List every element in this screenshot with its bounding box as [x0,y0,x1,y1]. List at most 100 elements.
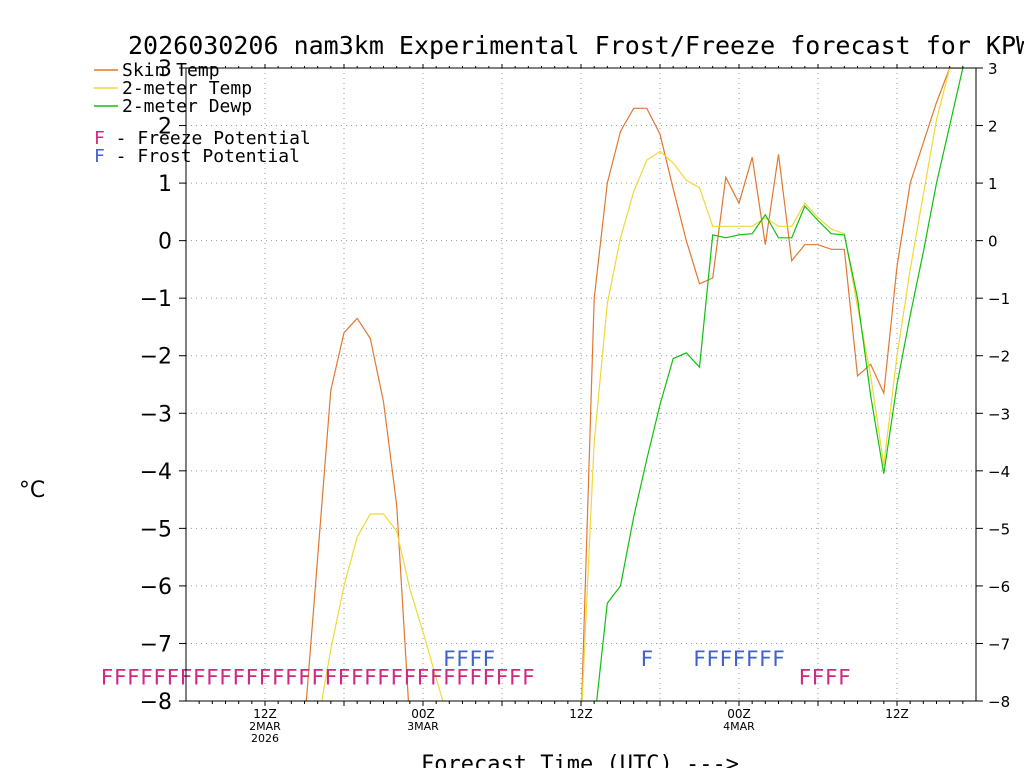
legend-entry: 2-meter Temp [122,78,252,99]
series-line-skin-temp [305,68,963,701]
x-tick-label: 2MAR [249,720,281,733]
y-axis-right: −8 −7 −6 −5 −4 −3 −2 −1 0 1 2 3 [976,60,1010,711]
freeze-marker: F [114,665,127,689]
y-tick-label: −4 [140,460,172,485]
freeze-marker: F [364,665,377,689]
y-tick-label-right: 3 [988,60,998,78]
frost-marker: F [759,647,772,671]
x-tick-label: 3MAR [407,720,439,733]
series-line-2-meter-temp [321,68,963,701]
freeze-marker: F [390,665,403,689]
freeze-marker: F [153,665,166,689]
plot-frame [185,67,977,702]
x-tick-label: 00Z [411,707,435,721]
y-tick-label: 3 [158,57,172,82]
freeze-marker: F [812,665,825,689]
freeze-marker: F [259,665,272,689]
freeze-marker: F [127,665,140,689]
y-tick-label: −1 [140,287,172,312]
freeze-marker: F [799,665,812,689]
freeze-marker: F [430,665,443,689]
y-tick-label: −6 [140,575,172,600]
y-tick-label: −3 [140,402,172,427]
freeze-marker: F [825,665,838,689]
freeze-marker: F [496,665,509,689]
freeze-marker: F [193,665,206,689]
y-tick-label: −7 [140,632,172,657]
frost-marker: F [483,647,496,671]
freeze-marker: F [167,665,180,689]
freeze-marker: F [509,665,522,689]
y-tick-label-right: −1 [988,290,1010,308]
freeze-marker: F [417,665,430,689]
grid [186,68,976,701]
y-tick-label: −2 [140,345,172,370]
freeze-marker: F [311,665,324,689]
y-tick-label: −5 [140,517,172,542]
legend-entry: F - Frost Potential [94,146,300,167]
freeze-marker: F [456,665,469,689]
y-tick-label: −8 [140,690,172,715]
frost-marker: F [706,647,719,671]
freeze-marker: F [838,665,851,689]
legend-entry: F - Freeze Potential [94,128,311,149]
freeze-marker: F [443,665,456,689]
freeze-marker: F [351,665,364,689]
freeze-marker: F [522,665,535,689]
y-tick-label-right: −6 [988,578,1010,596]
freeze-marker: F [140,665,153,689]
freeze-marker: F [206,665,219,689]
y-tick-label: 0 [158,230,172,255]
x-tick-label: 2026 [251,732,279,745]
y-tick-label-right: −4 [988,463,1010,481]
y-tick-label-right: 2 [988,118,998,136]
legend-entry: Skin Temp [122,60,220,81]
y-tick-label: 2 [158,115,172,140]
freeze-marker: F [285,665,298,689]
frost-marker: F [456,647,469,671]
y-tick-label-right: −2 [988,348,1010,366]
series-line-2-meter-dewp [596,68,964,701]
freeze-marker: F [219,665,232,689]
frost-marker: F [693,647,706,671]
x-axis-label: Forecast Time (UTC) ---> [421,752,739,768]
frost-marker: F [772,647,785,671]
frost-marker: F [469,647,482,671]
x-tick-label: 12Z [885,707,909,721]
y-tick-label-right: −3 [988,405,1010,423]
y-axis-left: −8 −7 −6 −5 −4 −3 −2 −1 0 1 2 3 [140,57,186,715]
series-layer [305,68,964,701]
frost-marker: F [733,647,746,671]
frost-freeze-markers: F F F F F F F F F F F F F F F F F F F F F F F F F F F F F F F F F F F F FF F F… [101,647,851,689]
x-tick-label: 4MAR [723,720,755,733]
x-tick-label: 12Z [569,707,593,721]
frost-marker: F [641,647,654,671]
freeze-marker: F [246,665,259,689]
freeze-marker: F [101,665,114,689]
freeze-marker: F [483,665,496,689]
freeze-marker: F [469,665,482,689]
frost-marker: F [720,647,733,671]
x-tick-label: 12Z [253,707,277,721]
y-tick-label-right: −8 [988,693,1010,711]
y-axis-label: °C [19,478,45,503]
freeze-marker: F [232,665,245,689]
frost-marker: F [746,647,759,671]
y-tick-label-right: −7 [988,635,1010,653]
x-tick-label: 00Z [727,707,751,721]
y-tick-label: 1 [158,172,172,197]
chart-title: 2026030206 nam3km Experimental Frost/Fre… [128,31,1024,60]
freeze-marker: F [298,665,311,689]
freeze-marker: F [377,665,390,689]
y-tick-label-right: −5 [988,520,1010,538]
frost-marker: F [443,647,456,671]
freeze-marker: F [338,665,351,689]
legend-entry: 2-meter Dewp [122,96,252,117]
y-tick-label-right: 1 [988,175,998,193]
freeze-marker: F [325,665,338,689]
y-tick-label-right: 0 [988,233,998,251]
freeze-marker: F [404,665,417,689]
